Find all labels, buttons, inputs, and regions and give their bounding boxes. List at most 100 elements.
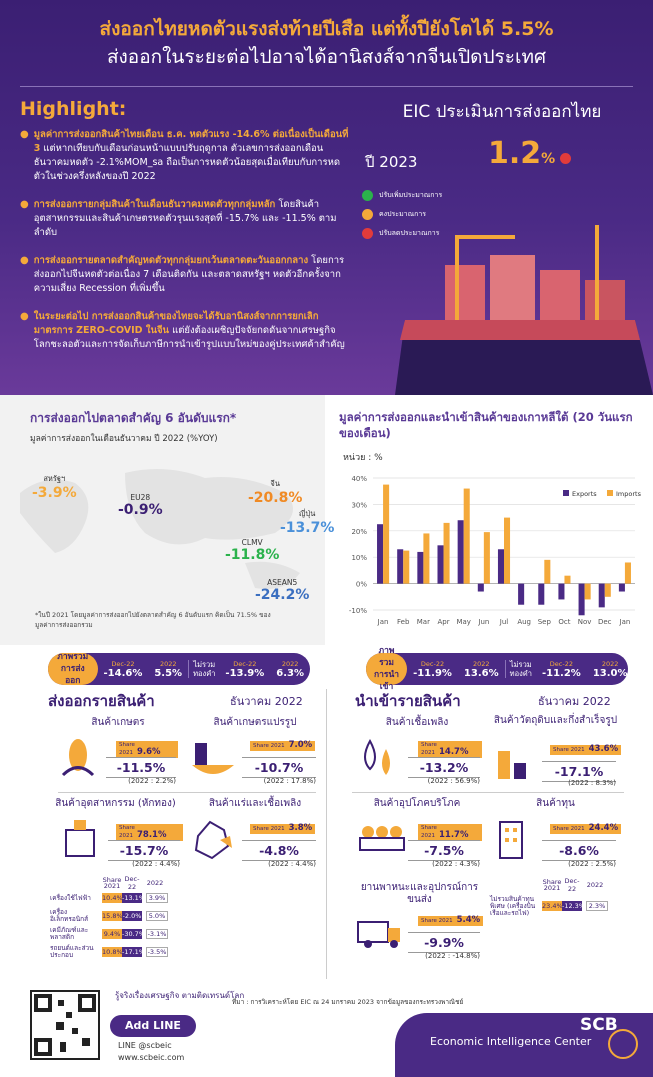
website-link[interactable]: www.scbeic.com: [118, 1053, 185, 1062]
table-row: ไม่รวมสินค้าทุนพิเศษ (เครื่องบิน เรือและ…: [490, 891, 608, 921]
x-tick-label: Sep: [538, 618, 552, 626]
legend-item: ปรับลดประมาณการ: [362, 228, 442, 239]
highlight-bold: มูลค่าการส่งออกสินค้าไทยเดือน ธ.ค. หดตัว…: [33, 129, 349, 154]
exports-date: ธันวาคม 2022: [230, 695, 303, 708]
down-arrow-icon: [560, 153, 571, 164]
import-card-raw-materials: สินค้าวัตถุดิบและกึ่งสำเร็จรูป Share 202…: [488, 715, 623, 787]
highlight-bold: ในระยะต่อไป การส่งออกสินค้าของไทยจะได้รั…: [33, 311, 319, 336]
import-card-fuel: สินค้าเชื้อเพลิง Share 2021 14.7% -13.2% …: [352, 717, 482, 787]
bar-exports: [437, 545, 444, 584]
x-tick-label: Oct: [558, 618, 570, 626]
bar-imports: [544, 559, 551, 584]
import-summary-label: ภาพรวมการนำเข้า: [366, 646, 408, 692]
bar-imports: [463, 488, 470, 584]
export-card-agri: สินค้าเกษตร Share 2021 9.6% -11.5% (2022 …: [58, 717, 178, 787]
bar-exports: [477, 583, 484, 592]
x-tick-label: Jun: [477, 618, 489, 626]
export-industrial-table: Share 2021 Dec-22 2022 เครื่องใช้ไฟฟ้า 10.4…: [50, 875, 168, 961]
eic-heading: EIC ประเมินการส่งออกไทย: [402, 102, 602, 122]
bar-imports: [624, 562, 631, 584]
markets-subheading: มูลค่าการส่งออกในเดือนธันวาคม ปี 2022 (%…: [30, 434, 218, 444]
eic-forecast-value: 1.2%: [488, 136, 556, 171]
x-tick-label: Jan: [377, 618, 389, 626]
y-tick-label: -10%: [349, 607, 367, 615]
table-row: เครื่องใช้ไฟฟ้า 10.4% -13.1% 3.9%: [50, 889, 168, 907]
highlight-item: ● การส่งออกรายกลุ่มสินค้าในเดือนธันวาคมหด…: [20, 198, 350, 240]
market-pin-asean5: ASEAN5 -24.2%: [255, 578, 310, 603]
food-basket-icon: [192, 743, 234, 774]
building-icon: [499, 821, 523, 859]
up-arrow-icon: [362, 190, 373, 201]
middle-section: การส่งออกไปตลาดสำคัญ 6 อันดับแรก* มูลค่า…: [0, 395, 653, 645]
corn-icon: [61, 739, 95, 777]
page-title: ส่งออกไทยหดตัวแรงส่งท้ายปีเสือ แต่ทั้งปี…: [99, 18, 554, 40]
y-tick-label: 20%: [351, 528, 367, 536]
bar-imports: [423, 533, 430, 584]
bar-imports: [604, 583, 611, 597]
bar-imports: [443, 522, 450, 584]
export-summary-bar: ภาพรวมการส่งออก Dec-22 -14.6% 2022 5.5% ไม…: [48, 652, 310, 686]
legend-swatch: [563, 490, 569, 496]
bar-exports: [497, 549, 504, 584]
footer: รู้จริงเรื่องเศรษฐกิจ ตามติดเทรนด์โลก Ad…: [0, 985, 653, 1077]
x-tick-label: May: [456, 618, 470, 626]
x-tick-label: Nov: [578, 618, 592, 626]
scb-logo-icon: [608, 1029, 638, 1059]
bullet-icon: ●: [20, 129, 29, 140]
bar-exports: [518, 583, 525, 605]
table-row: เครื่องอิเล็กทรอนิกส์ 15.8% -2.0% 5.0%: [50, 907, 168, 925]
products-section: ภาพรวมการส่งออก Dec-22 -14.6% 2022 5.5% ไม…: [0, 645, 653, 985]
market-pin-clmv: CLMV -11.8%: [225, 538, 280, 563]
brand-name: SCB: [580, 1015, 618, 1035]
import-card-vehicles: ยานพาหนะและอุปกรณ์การขนส่ง Share 2021 5.4…: [352, 882, 487, 972]
table-header: Share 2021 Dec-22 2022: [102, 875, 164, 891]
bar-imports: [403, 550, 410, 584]
export-card-agro-processed: สินค้าเกษตรแปรรูป Share 2021 7.0% -10.7% …: [190, 717, 320, 787]
qr-code-icon[interactable]: [30, 990, 100, 1060]
markets-panel: การส่งออกไปตลาดสำคัญ 6 อันดับแรก* มูลค่า…: [0, 395, 334, 645]
table-header: Share 2021 Dec-22 2022: [542, 877, 604, 893]
bar-exports: [397, 549, 404, 584]
import-capital-table: Share 2021 Dec-22 2022 ไม่รวมสินค้าทุนพิเศ…: [490, 877, 608, 921]
bar-exports: [377, 524, 384, 584]
x-tick-label: Jan: [619, 618, 631, 626]
add-line-button[interactable]: Add LINE: [110, 1015, 196, 1037]
x-tick-label: Apr: [437, 618, 449, 626]
line-id-link[interactable]: LINE @scbeic: [118, 1041, 172, 1050]
export-card-industrial: สินค้าอุตสาหกรรม (หักทอง) Share 2021 78.1…: [48, 798, 183, 873]
legend-label: Exports: [572, 490, 597, 498]
down-arrow-icon: [362, 228, 373, 239]
bottle-icon: [498, 751, 526, 779]
highlight-text: แต่หากเทียบกับเดือนก่อนหน้าแบบปรับฤดูกาล…: [33, 143, 341, 182]
factory-icon: [65, 820, 95, 857]
oil-drop-icon: [364, 738, 390, 775]
page-subtitle: ส่งออกในระยะต่อไปอาจได้อานิสงส์จากจีนเปิ…: [106, 46, 547, 68]
highlight-item: ● มูลค่าการส่งออกสินค้าไทยเดือน ธ.ค. หดตั…: [20, 128, 350, 184]
divider: [20, 86, 633, 87]
highlight-item: ● การส่งออกรายตลาดสำคัญหดตัวทุกกลุ่มยกเว้…: [20, 254, 350, 296]
bar-imports: [504, 517, 511, 584]
bar-exports: [457, 520, 464, 584]
highlight-text: แต่ยังต้องเผชิญปัจจัยกดดันจากเศรษฐกิจโลก…: [33, 325, 345, 350]
eic-year: ปี 2023: [365, 153, 418, 171]
import-card-consumer: สินค้าอุปโภคบริโภค Share 2021 11.7% -7.5%…: [352, 798, 482, 873]
x-tick-label: Feb: [397, 618, 410, 626]
bar-exports: [618, 583, 625, 592]
x-tick-label: Jul: [499, 618, 509, 626]
bar-exports: [578, 583, 585, 616]
exports-heading: ส่งออกรายสินค้า: [48, 692, 155, 710]
import-summary-bar: ภาพรวมการนำเข้า Dec-22 -11.9% 2022 13.6% ไ…: [366, 646, 628, 692]
bar-imports: [383, 484, 390, 584]
y-tick-label: 10%: [351, 554, 367, 562]
x-tick-label: Dec: [598, 618, 612, 626]
highlight-bold: การส่งออกรายกลุ่มสินค้าในเดือนธันวาคมหดต…: [33, 199, 276, 210]
market-pin-usa: สหรัฐฯ -3.9%: [32, 474, 77, 501]
export-card-mineral-fuel: สินค้าแร่และเชื้อเพลิง Share 2021 3.8% -4…: [190, 798, 320, 873]
imports-date: ธันวาคม 2022: [538, 695, 611, 708]
x-tick-label: Aug: [517, 618, 531, 626]
world-map: [20, 469, 300, 589]
market-pin-japan: ญี่ปุ่น -13.7%: [280, 509, 335, 536]
divider: [58, 792, 316, 793]
import-card-capital: สินค้าทุน Share 2021 24.4% -8.6% (2022 : …: [488, 798, 623, 873]
truck-icon: [357, 921, 400, 948]
